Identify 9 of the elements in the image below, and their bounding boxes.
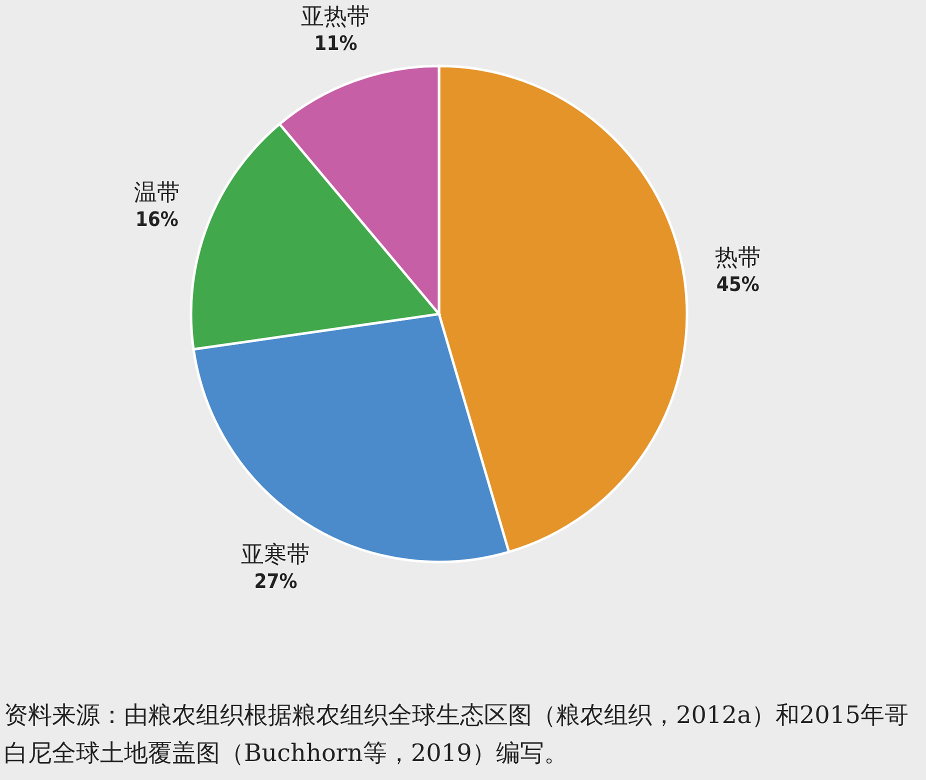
slice-label: 亚寒带 — [241, 542, 310, 568]
text: 资料来源：由粮农组织根据粮农组织全球生态区图（粮农组织，2012a）和2015年哥白尼全球土地覆盖图（Buchhorn等，2019）编写。 — [3, 700, 910, 769]
data-label: 27% — [254, 569, 298, 594]
data-label: 45% — [716, 272, 760, 296]
slice-label: 热带 — [714, 245, 761, 272]
slice-label: 亚热带 — [301, 4, 370, 30]
data-label: 11% — [314, 31, 358, 56]
slice-label: 温带 — [134, 180, 180, 206]
data-label: 16% — [135, 207, 178, 232]
